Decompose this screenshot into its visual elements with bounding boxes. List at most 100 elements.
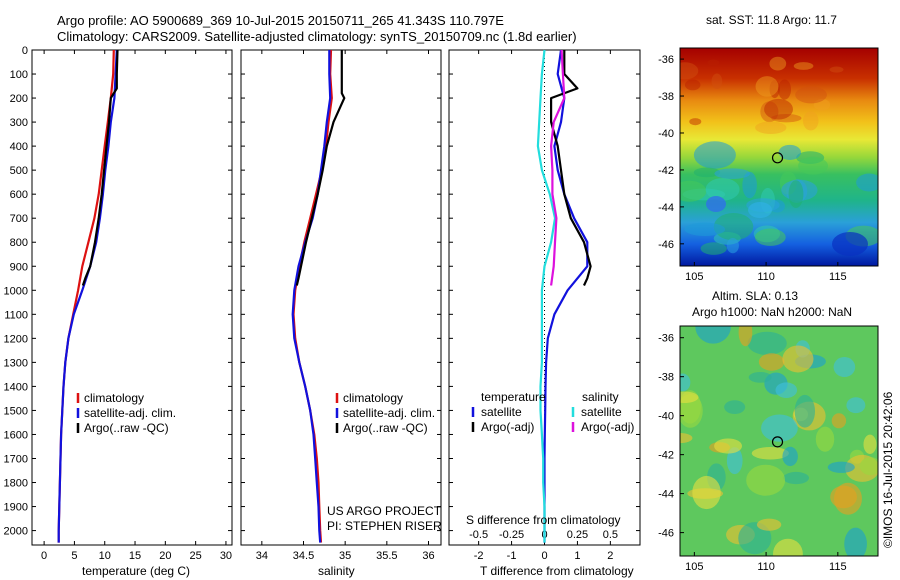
map-y-tick-label: -40 <box>658 128 674 140</box>
map-y-tick-label: -40 <box>658 411 674 423</box>
x-tick-label: 34 <box>256 550 268 562</box>
project-credit: US ARGO PROJECT <box>327 504 442 518</box>
figure-title-line1: Argo profile: AO 5900689_369 10-Jul-2015… <box>57 13 504 28</box>
sst-texture-patch <box>793 62 814 70</box>
sla-texture-patch <box>680 433 693 444</box>
legend-label: satellite-adj. clim. <box>84 406 176 420</box>
legend-title-temperature: temperature <box>481 390 546 404</box>
x-tick-label: 15 <box>129 550 141 562</box>
depth-tick-label: 1400 <box>4 381 28 393</box>
sst-texture-patch <box>778 144 801 160</box>
sst-texture-patch <box>769 56 787 71</box>
profile-axes: 0100200300400500600700800900100011001200… <box>4 45 640 562</box>
series-line <box>291 50 332 543</box>
sst-texture-patch <box>713 212 754 241</box>
sla-texture-patch <box>758 353 785 371</box>
sla-texture-patch <box>724 400 746 415</box>
sla-texture-patch <box>773 538 803 556</box>
sla-texture-patch <box>831 413 847 429</box>
sst-texture-patch <box>771 113 802 123</box>
x-tick-label: 10 <box>99 550 111 562</box>
sst-texture-patch <box>769 79 780 99</box>
sla-texture-patch <box>714 438 743 454</box>
map-y-tick-label: -38 <box>658 372 674 384</box>
sst-texture-patch <box>760 101 779 123</box>
sla-texture-patch <box>833 357 856 378</box>
sla-texture-patch <box>748 371 772 383</box>
sst-texture-patch <box>856 173 878 192</box>
sst-texture-patch <box>788 180 804 209</box>
temperature-xlabel: temperature (deg C) <box>82 564 190 578</box>
x-tick-label: 35 <box>339 550 351 562</box>
series-line <box>549 50 592 286</box>
series-line <box>57 49 118 543</box>
sla-map-subtitle: Argo h1000: NaN h2000: NaN <box>692 305 852 319</box>
sst-texture-patch <box>693 141 736 169</box>
sla-texture-patch <box>738 326 753 347</box>
series-line <box>295 50 346 286</box>
x-tick-label: 0 <box>41 550 47 562</box>
profile-lines <box>57 49 592 543</box>
temperature-panel-frame <box>31 49 233 546</box>
sla-texture-patch <box>761 414 798 442</box>
sla-texture-patch <box>738 522 772 555</box>
depth-tick-label: 300 <box>10 117 28 129</box>
series-line <box>57 49 115 543</box>
sst-texture-patch <box>764 98 793 120</box>
sla-map-title: Altim. SLA: 0.13 <box>712 289 798 303</box>
legend-label: satellite-adj. clim. <box>343 406 435 420</box>
argo-position-marker <box>771 436 784 448</box>
depth-tick-label: 900 <box>10 261 28 273</box>
salinity-panel-frame <box>240 49 442 546</box>
map-y-tick-label: -38 <box>658 91 674 103</box>
map-y-tick-label: -36 <box>658 333 674 345</box>
legend-label: Argo(-adj) <box>581 420 634 434</box>
sst-texture-patch <box>711 73 723 90</box>
difference-xlabel: T difference from climatology <box>480 564 634 578</box>
map-y-tick-label: -42 <box>658 165 674 177</box>
depth-tick-label: 1100 <box>4 309 28 321</box>
series-line <box>81 49 119 286</box>
depth-tick-label: 700 <box>10 213 28 225</box>
sla-texture-patch <box>783 471 809 485</box>
figure-title-line2: Climatology: CARS2009. Satellite-adjuste… <box>57 29 577 44</box>
imos-timestamp: ©IMOS 16-Jul-2015 20:42:06 <box>881 391 895 548</box>
sla-texture-patch <box>794 394 816 428</box>
sla-texture-patch <box>726 447 743 475</box>
map-y-tick-label: -36 <box>658 54 674 66</box>
x2-tick-label: 0.5 <box>603 529 618 541</box>
map-y-tick-label: -42 <box>658 450 674 462</box>
sla-texture-patch <box>844 527 867 556</box>
map-x-tick-label: 110 <box>757 561 775 573</box>
series-line <box>536 49 557 543</box>
map-x-tick-label: 105 <box>685 271 703 283</box>
map-x-tick-label: 110 <box>757 271 775 283</box>
x-tick-label: 25 <box>190 550 202 562</box>
sst-texture-patch <box>813 98 831 111</box>
sla-texture-patch <box>833 482 862 515</box>
depth-tick-label: 1900 <box>4 502 28 514</box>
x2-tick-label: 0.25 <box>567 529 588 541</box>
sla-map-field <box>680 326 878 556</box>
map-y-tick-label: -46 <box>658 528 674 540</box>
sst-texture-patch <box>829 66 844 73</box>
sst-texture-patch <box>689 118 702 126</box>
depth-tick-label: 2000 <box>4 526 28 538</box>
difference-x2label: S difference from climatology <box>466 513 621 527</box>
series-line <box>543 49 589 543</box>
depth-tick-label: 400 <box>10 141 28 153</box>
sst-texture-patch <box>802 111 819 131</box>
depth-tick-label: 1500 <box>4 405 28 417</box>
x-tick-label: 30 <box>220 550 232 562</box>
x-tick-label: 34.5 <box>293 550 314 562</box>
sla-texture-patch <box>846 397 866 414</box>
sla-texture-patch <box>782 446 798 467</box>
salinity-xlabel: salinity <box>318 564 355 578</box>
argo-position-marker <box>771 152 784 164</box>
sst-texture-patch <box>742 171 757 199</box>
sla-texture-patch <box>756 518 782 531</box>
legend-label: Argo(..raw -QC) <box>84 421 169 435</box>
sst-texture-patch <box>714 168 751 179</box>
sla-texture-patch <box>747 331 787 356</box>
